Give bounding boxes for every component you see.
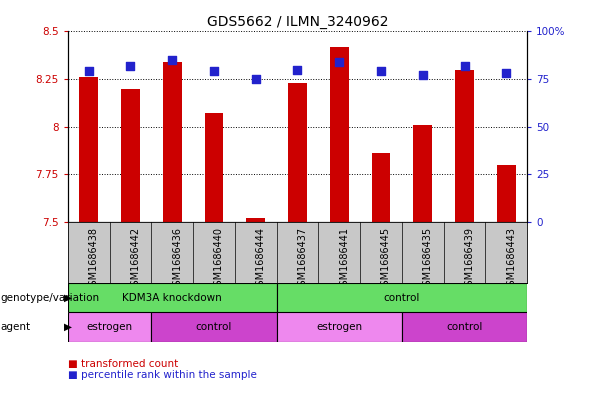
Text: GSM1686441: GSM1686441 <box>339 227 349 292</box>
Bar <box>163 62 181 222</box>
Bar <box>288 83 307 222</box>
Bar <box>330 47 349 222</box>
Text: GSM1686436: GSM1686436 <box>172 227 182 292</box>
Point <box>418 72 428 79</box>
Text: control: control <box>196 322 232 332</box>
Text: GSM1686440: GSM1686440 <box>214 227 224 292</box>
Bar <box>204 114 223 222</box>
Point <box>460 62 469 69</box>
Bar <box>455 70 474 222</box>
Text: agent: agent <box>0 322 30 332</box>
Bar <box>121 89 140 222</box>
Text: ▶: ▶ <box>64 322 72 332</box>
Point <box>335 59 344 65</box>
Text: ■ percentile rank within the sample: ■ percentile rank within the sample <box>68 370 257 380</box>
Text: GSM1686442: GSM1686442 <box>130 227 140 292</box>
Point <box>167 57 177 63</box>
Text: GSM1686439: GSM1686439 <box>465 227 475 292</box>
Text: GSM1686435: GSM1686435 <box>423 227 433 292</box>
Text: control: control <box>446 322 483 332</box>
Point <box>502 70 511 77</box>
Text: GSM1686445: GSM1686445 <box>381 227 391 292</box>
Text: ▶: ▶ <box>64 293 72 303</box>
Bar <box>402 312 527 342</box>
Title: GDS5662 / ILMN_3240962: GDS5662 / ILMN_3240962 <box>207 15 388 29</box>
Bar <box>68 283 277 312</box>
Point <box>376 68 386 75</box>
Text: KDM3A knockdown: KDM3A knockdown <box>123 293 222 303</box>
Bar <box>372 153 391 222</box>
Bar <box>497 165 516 222</box>
Bar <box>277 312 402 342</box>
Bar <box>413 125 432 222</box>
Point <box>84 68 93 75</box>
Text: genotype/variation: genotype/variation <box>0 293 99 303</box>
Point <box>125 62 135 69</box>
Bar <box>246 218 265 222</box>
Text: control: control <box>383 293 420 303</box>
Point <box>209 68 219 75</box>
Text: ■ transformed count: ■ transformed count <box>68 358 178 369</box>
Text: estrogen: estrogen <box>87 322 133 332</box>
Point <box>251 76 260 82</box>
Bar <box>277 283 527 312</box>
Text: GSM1686437: GSM1686437 <box>297 227 307 292</box>
Text: GSM1686443: GSM1686443 <box>507 227 517 292</box>
Text: GSM1686438: GSM1686438 <box>88 227 98 292</box>
Text: estrogen: estrogen <box>316 322 362 332</box>
Bar <box>68 312 151 342</box>
Point <box>293 66 302 73</box>
Bar <box>151 312 277 342</box>
Bar <box>79 77 98 222</box>
Text: GSM1686444: GSM1686444 <box>256 227 266 292</box>
